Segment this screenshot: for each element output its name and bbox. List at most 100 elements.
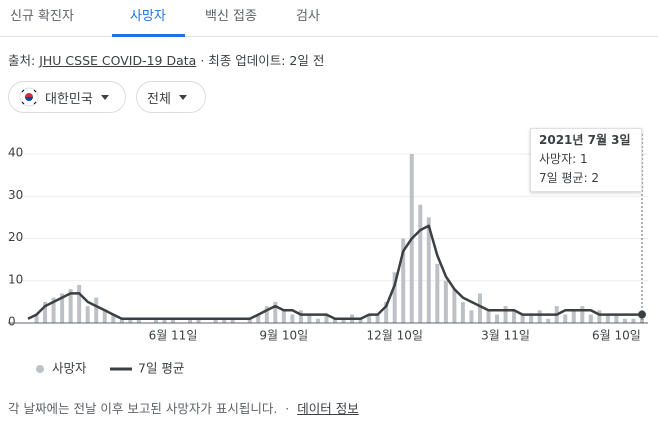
bar [341,318,346,323]
bar [85,306,90,323]
bar [119,318,124,323]
bar [588,314,593,323]
bar [384,301,389,323]
footer: 각 날짜에는 전날 이후 보고된 사망자가 표시됩니다. · 데이터 정보 [8,398,359,417]
bar [196,318,201,323]
bar [614,314,619,323]
x-tick-label: 12월 10일 [366,329,422,343]
legend-label: 사망자 [52,361,87,376]
chip-label: 전체 [147,91,171,107]
bar [640,318,644,323]
bar [495,314,500,323]
bar [51,297,56,323]
bar [68,289,73,323]
bar [111,314,116,323]
bar [298,310,303,323]
bar [452,289,457,323]
bar [136,318,141,323]
bar [315,318,320,323]
bar [503,306,508,323]
bar [213,318,218,323]
tab[interactable]: 검사 [296,9,320,24]
source-line: 출처: JHU CSSE COVID-19 Data · 최종 업데이트: 2일… [8,50,324,69]
bar [563,314,568,323]
bar [367,314,372,323]
average-line [27,224,642,321]
footer-link[interactable]: 데이터 정보 [297,401,359,416]
bar [597,310,602,323]
bar [580,306,585,323]
bar [512,310,517,323]
bar [273,301,278,323]
bar [188,318,193,323]
x-tick-label: 3월 11일 [481,329,530,343]
bar [392,272,397,323]
chip-label: 대한민국 [45,91,93,107]
tab[interactable]: 신규 확진자 [10,9,74,24]
y-tick-label: 0 [8,315,16,329]
x-tick-label: 6월 10일 [592,329,641,343]
source-label: 출처: [8,53,36,68]
y-tick-label: 40 [8,146,23,160]
bar [60,293,65,323]
bar [153,318,158,323]
bar [469,310,474,323]
bar [333,318,337,323]
tab-divider [0,36,658,37]
scope-chip[interactable]: 전체 [136,81,206,113]
bar [622,318,627,323]
tab-active[interactable]: 사망자 [130,9,166,24]
bar [537,310,542,323]
bar [102,310,107,323]
bar [170,318,175,323]
footer-separator: · [285,401,290,416]
bar [477,293,482,323]
bar [631,318,636,323]
bar [77,284,82,323]
bar [426,217,431,323]
bar [34,314,39,323]
legend-label: 7일 평균 [138,361,184,376]
x-tick-label: 6월 11일 [149,329,198,343]
bar [529,314,534,323]
footer-note: 각 날짜에는 전날 이후 보고된 사망자가 표시됩니다. [8,401,278,416]
hover-point [638,310,646,319]
bar [375,314,380,323]
bar [443,280,448,323]
y-tick-label: 10 [8,272,23,286]
bar [605,314,610,323]
bar [307,314,312,323]
flag-icon [19,87,39,107]
tooltip-date: 2021년 7월 3일 [539,133,631,147]
legend-swatch [36,365,44,373]
y-tick-label: 30 [8,188,23,202]
bar [418,204,423,323]
tab-indicator [112,34,185,37]
tab[interactable]: 백신 접종 [205,9,257,24]
bar [222,318,227,323]
source-updated: · 최종 업데이트: 2일 전 [200,53,325,68]
bar [324,314,329,323]
bar [486,310,491,323]
x-tick-label: 9월 10일 [259,329,308,343]
bar [128,318,133,323]
bar [94,297,99,323]
bar [256,314,261,323]
source-link[interactable]: JHU CSSE COVID-19 Data [39,53,197,68]
bar [401,238,406,323]
bar [264,306,269,323]
tooltip-average: 7일 평균: 2 [539,171,600,185]
bar [230,318,235,323]
bar [460,301,465,323]
region-chip[interactable]: 대한민국 [8,81,126,113]
bar [162,318,167,323]
bar [435,263,440,323]
bar [290,314,295,323]
bar [43,301,48,323]
y-tick-label: 20 [8,230,23,244]
tooltip: 2021년 7월 3일 사망자: 1 7일 평균: 2 [530,128,642,192]
bar [247,318,252,323]
bar [546,318,551,323]
